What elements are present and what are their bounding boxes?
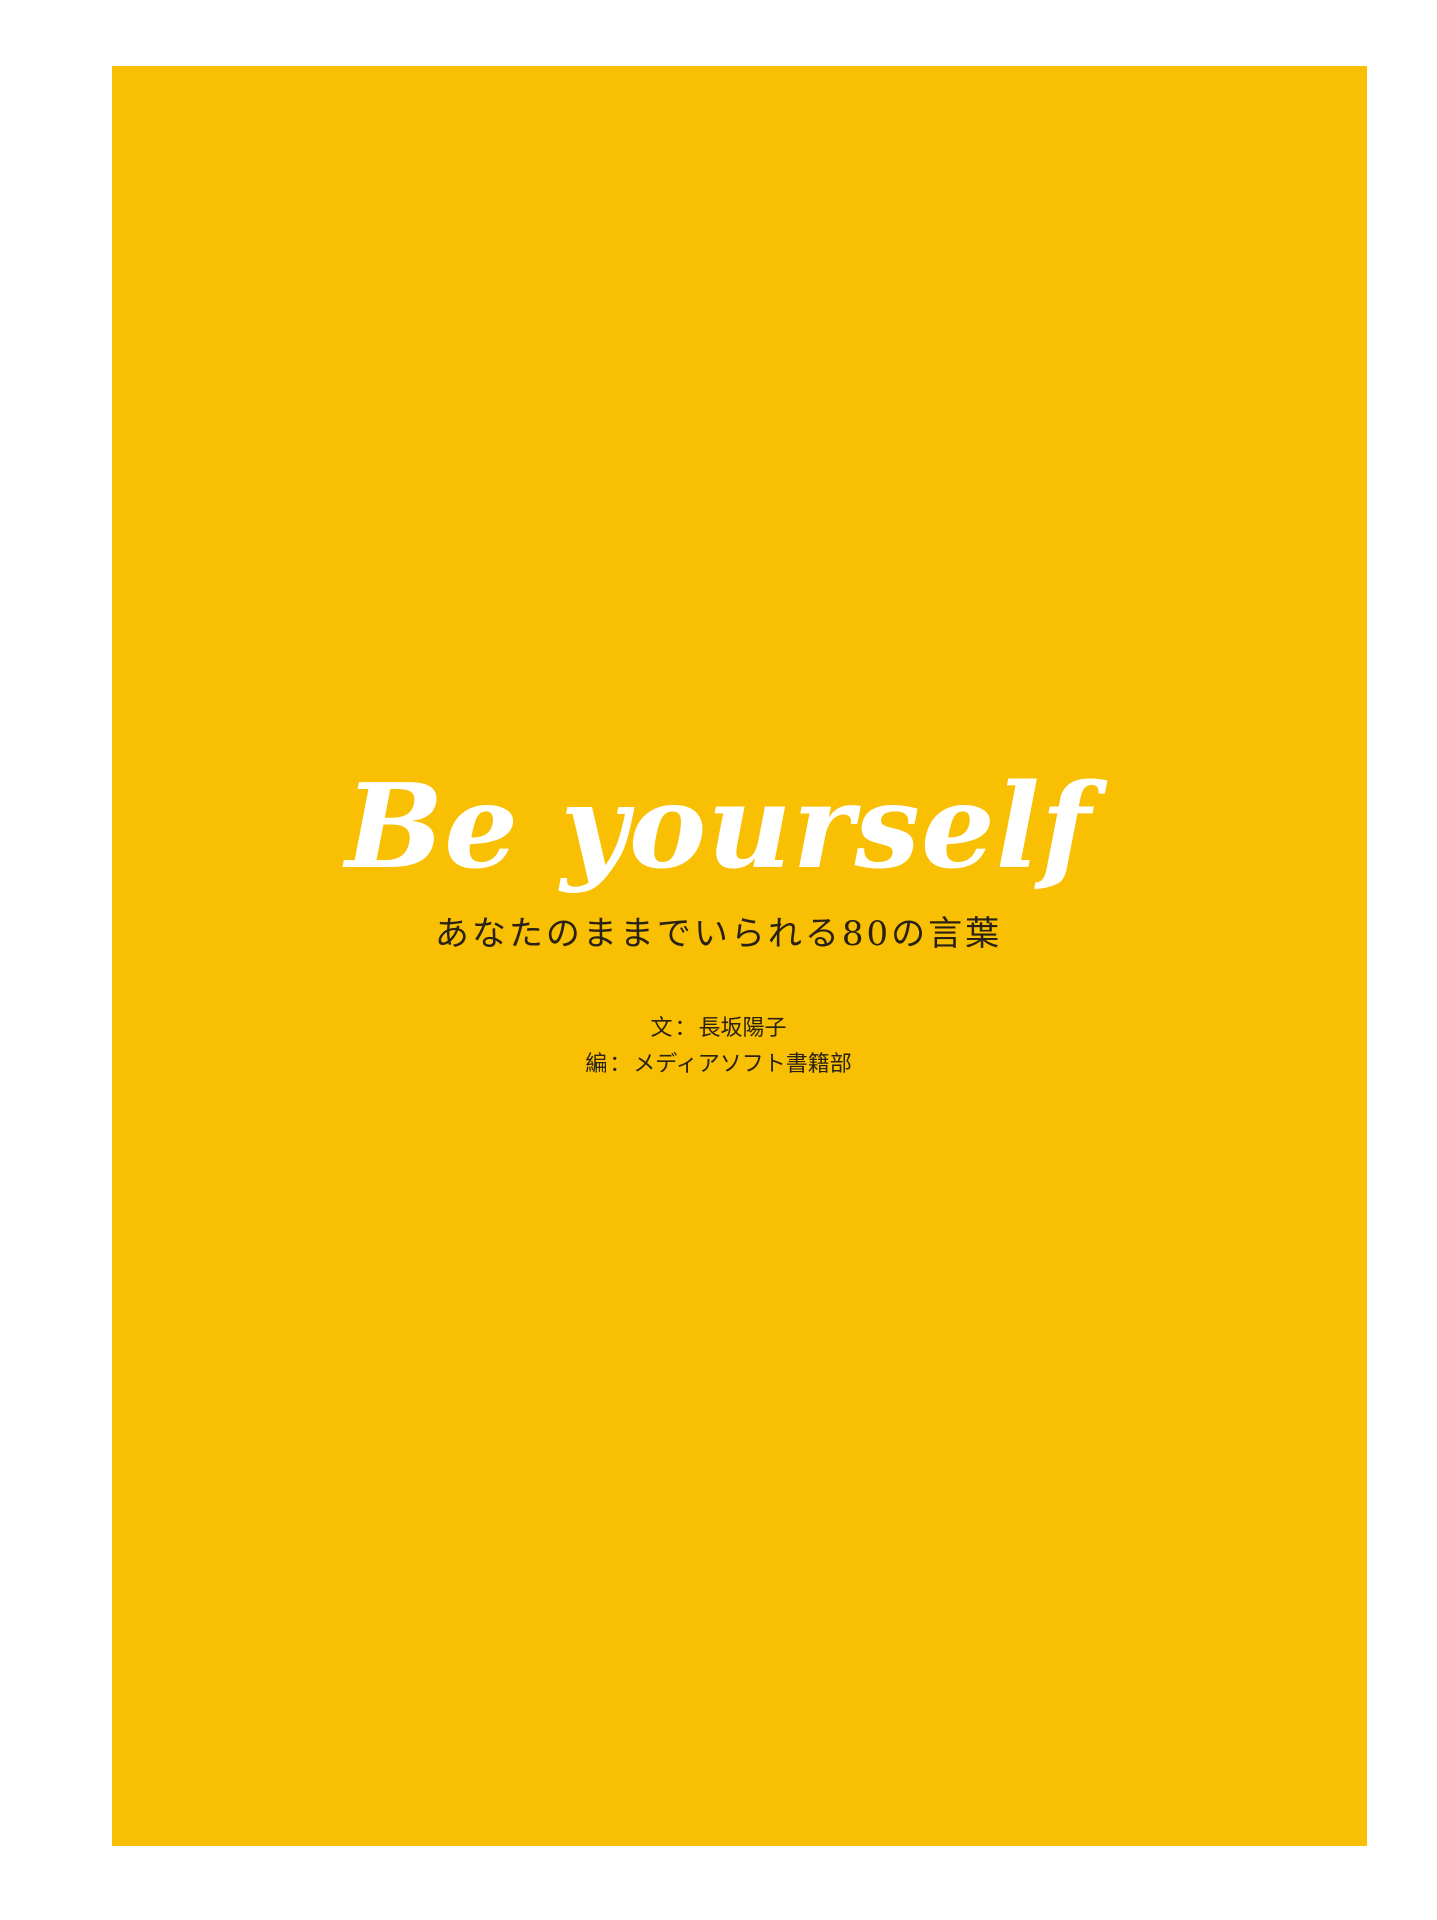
editor-separator: ：	[607, 1052, 633, 1077]
author-credit: 文：長坂陽子	[0, 1012, 1437, 1046]
author-separator: ：	[672, 1016, 698, 1041]
book-title: Be yourself	[0, 752, 1437, 902]
editor-credit: 編：メディアソフト書籍部	[0, 1048, 1437, 1082]
author-label: 文	[650, 1016, 672, 1041]
editor-label: 編	[585, 1052, 607, 1077]
author-name: 長坂陽子	[699, 1016, 787, 1041]
book-subtitle: あなたのままでいられる80の言葉	[0, 910, 1437, 958]
editor-name: メディアソフト書籍部	[633, 1052, 851, 1077]
